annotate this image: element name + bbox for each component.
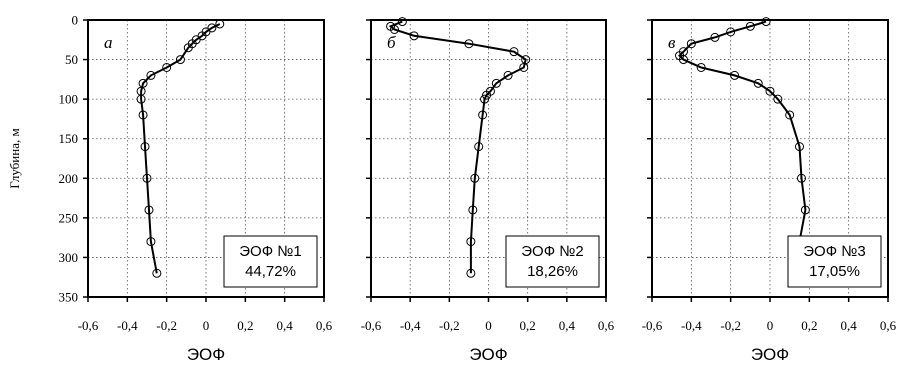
data-point bbox=[409, 31, 419, 41]
x-tick-label: 0,2 bbox=[520, 318, 536, 333]
x-tick-label: 0,2 bbox=[801, 318, 817, 333]
eof-box-label: ЭОФ №3 bbox=[803, 243, 865, 260]
data-point bbox=[144, 205, 154, 215]
panel-letter: б bbox=[387, 33, 396, 52]
x-tick-label: -0,2 bbox=[439, 318, 460, 333]
x-tick-label: 0 bbox=[203, 318, 210, 333]
eof-box-value: 18,26% bbox=[527, 263, 578, 280]
data-point bbox=[215, 19, 225, 29]
data-point bbox=[696, 62, 706, 72]
x-tick-label: 0 bbox=[767, 318, 774, 333]
y-tick-label: 200 bbox=[59, 171, 79, 186]
data-point bbox=[678, 55, 688, 65]
data-point bbox=[390, 24, 399, 34]
eof-box-label: ЭОФ №1 bbox=[239, 243, 301, 260]
data-point bbox=[175, 55, 185, 65]
x-tick-label: -0,6 bbox=[361, 318, 382, 333]
x-tick-label: 0,6 bbox=[880, 318, 897, 333]
data-point bbox=[464, 39, 474, 49]
y-tick-label: 0 bbox=[72, 13, 79, 28]
chart-panel-1: -0,6 -0,4 -0,2 0 0,2 0,4 0,6 0 50 100 150 200 250 300… bbox=[7, 13, 333, 365]
data-point bbox=[142, 173, 152, 183]
y-tick-label: 350 bbox=[59, 290, 79, 305]
x-tick-label: 0 bbox=[485, 318, 492, 333]
data-point bbox=[183, 43, 193, 53]
data-point bbox=[466, 237, 476, 247]
data-point bbox=[503, 70, 513, 80]
data-point bbox=[710, 32, 720, 42]
y-tick-label: 150 bbox=[59, 131, 79, 146]
data-point bbox=[146, 70, 156, 80]
data-point bbox=[152, 268, 162, 278]
x-tick-label: 0,4 bbox=[559, 318, 576, 333]
data-point bbox=[140, 142, 150, 152]
data-point bbox=[468, 205, 478, 215]
data-point bbox=[509, 47, 519, 57]
series-line bbox=[140, 23, 221, 274]
data-point bbox=[765, 86, 775, 96]
y-tick-label: 300 bbox=[59, 250, 79, 265]
y-tick-label: 50 bbox=[65, 52, 78, 67]
x-tick-label: -0,6 bbox=[78, 318, 99, 333]
data-point bbox=[800, 205, 810, 215]
series-line bbox=[388, 20, 527, 274]
data-point bbox=[162, 62, 172, 72]
data-point bbox=[773, 94, 783, 104]
x-tick-label: 0,2 bbox=[237, 318, 253, 333]
data-point bbox=[491, 78, 501, 88]
panel-letter: а bbox=[104, 33, 113, 52]
x-axis-title: ЭОФ bbox=[751, 345, 789, 364]
data-point bbox=[785, 110, 795, 120]
data-point bbox=[146, 237, 156, 247]
data-point bbox=[761, 17, 771, 27]
data-point bbox=[796, 173, 806, 183]
data-point bbox=[519, 62, 529, 72]
data-point bbox=[397, 17, 407, 27]
y-tick-label: 100 bbox=[59, 92, 79, 107]
data-point bbox=[474, 142, 484, 152]
chart-panel-3: -0,6 -0,4 -0,2 0 0,2 0,4 0,6 ЭОФ в ЭОФ №3 17,05% bbox=[642, 17, 897, 364]
data-point bbox=[136, 94, 146, 104]
data-point bbox=[726, 27, 736, 37]
data-point bbox=[753, 78, 763, 88]
data-point bbox=[795, 142, 804, 152]
y-tick-label: 250 bbox=[59, 210, 79, 225]
eof-box-value: 17,05% bbox=[809, 263, 860, 280]
data-point bbox=[138, 110, 148, 120]
chart-panel-2: -0,6 -0,4 -0,2 0 0,2 0,4 0,6 ЭОФ б ЭОФ №2 18,26% bbox=[361, 17, 615, 364]
eof-info-box bbox=[787, 235, 882, 288]
data-point bbox=[480, 94, 490, 104]
eof-box-label: ЭОФ №2 bbox=[521, 243, 583, 260]
eof-info-box bbox=[223, 235, 318, 288]
x-tick-label: -0,4 bbox=[681, 318, 702, 333]
x-axis-title: ЭОФ bbox=[187, 345, 225, 364]
x-tick-label: 0,4 bbox=[277, 318, 294, 333]
panel-letter: в bbox=[668, 33, 676, 52]
data-point bbox=[745, 21, 755, 31]
x-tick-label: 0,6 bbox=[316, 318, 333, 333]
data-point bbox=[466, 268, 476, 278]
x-axis-title: ЭОФ bbox=[469, 345, 507, 364]
x-tick-label: 0,6 bbox=[598, 318, 615, 333]
x-tick-label: -0,4 bbox=[400, 318, 421, 333]
eof-box-value: 44,72% bbox=[245, 263, 296, 280]
eof-info-box bbox=[505, 235, 600, 288]
x-tick-label: -0,2 bbox=[720, 318, 741, 333]
x-tick-label: -0,2 bbox=[156, 318, 177, 333]
x-tick-label: -0,4 bbox=[117, 318, 138, 333]
data-point bbox=[470, 173, 480, 183]
data-point bbox=[478, 110, 488, 120]
y-axis-title: Глубина, м bbox=[7, 128, 22, 188]
x-tick-label: 0,4 bbox=[841, 318, 858, 333]
series-line bbox=[678, 20, 807, 274]
data-point bbox=[686, 39, 696, 49]
x-tick-label: -0,6 bbox=[642, 318, 663, 333]
data-point bbox=[730, 70, 740, 80]
